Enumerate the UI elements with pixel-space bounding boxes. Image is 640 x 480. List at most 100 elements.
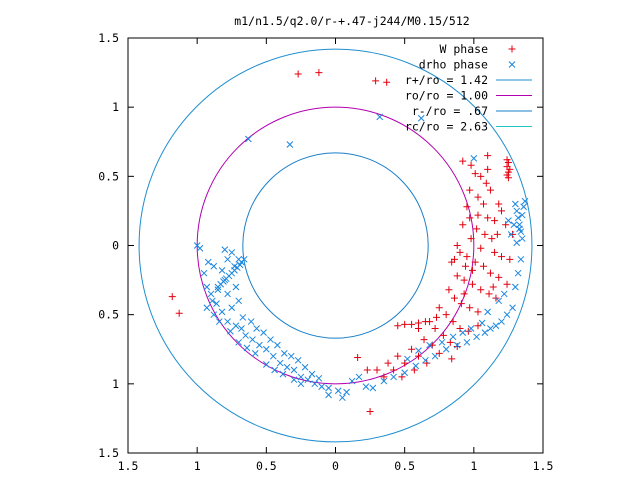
w-phase-point bbox=[432, 313, 440, 321]
drho-phase-point bbox=[218, 267, 226, 274]
w-phase-point bbox=[481, 230, 489, 238]
w-phase-point bbox=[363, 366, 371, 374]
w-phase-point bbox=[445, 286, 453, 294]
drho-phase-point bbox=[200, 269, 208, 277]
w-phase-point bbox=[457, 300, 465, 308]
w-phase-point bbox=[383, 78, 391, 86]
drho-phase-point bbox=[401, 369, 409, 377]
drho-phase-point bbox=[207, 290, 215, 298]
drho-phase-point bbox=[238, 325, 245, 332]
drho-phase-point bbox=[213, 300, 220, 307]
drho-phase-point bbox=[247, 318, 255, 325]
drho-phase-point bbox=[417, 114, 425, 122]
drho-phase-point bbox=[516, 225, 523, 233]
w-phase-point bbox=[486, 269, 494, 277]
w-phase-point bbox=[415, 319, 422, 327]
w-phase-point bbox=[493, 230, 501, 238]
drho-phase-point bbox=[334, 387, 342, 395]
drho-phase-point bbox=[481, 329, 489, 337]
w-phase-point bbox=[415, 352, 422, 360]
drho-phase-point bbox=[221, 246, 229, 254]
drho-phase-point bbox=[500, 290, 508, 298]
w-phase-point bbox=[466, 304, 474, 312]
legend-label: ro/ro = 1.00 bbox=[405, 89, 488, 103]
w-phase-point bbox=[467, 235, 475, 243]
y-tick-label: 1.5 bbox=[98, 31, 119, 45]
drho-phase-point bbox=[495, 297, 503, 305]
drho-phase-point bbox=[290, 376, 298, 384]
w-phase-point bbox=[484, 152, 492, 160]
w-phase-point bbox=[473, 225, 481, 233]
drho-phase-point bbox=[287, 352, 295, 360]
drho-phase-point bbox=[449, 333, 457, 341]
w-phase-point bbox=[463, 203, 471, 211]
w-phase-point bbox=[439, 331, 447, 339]
drho-phase-point bbox=[279, 370, 287, 378]
w-phase-point bbox=[484, 165, 492, 173]
w-phase-point bbox=[459, 221, 467, 229]
w-phase-point bbox=[450, 294, 458, 302]
w-phase-point bbox=[390, 366, 398, 374]
drho-phase-point bbox=[498, 318, 505, 325]
drho-phase-point bbox=[228, 249, 236, 256]
w-phase-point bbox=[466, 186, 474, 194]
drho-phase-point bbox=[297, 373, 305, 381]
w-phase-point bbox=[491, 248, 499, 256]
w-phase-point bbox=[460, 290, 468, 298]
w-phase-point bbox=[498, 253, 505, 261]
drho-phase-point bbox=[262, 361, 270, 368]
drho-phase-point bbox=[269, 352, 277, 360]
drho-phase-point bbox=[235, 297, 243, 305]
w-phase-point bbox=[372, 77, 380, 85]
drho-phase-point bbox=[376, 113, 384, 121]
drho-phase-point bbox=[513, 239, 521, 247]
drho-phase-point bbox=[290, 366, 298, 374]
drho-phase-point bbox=[209, 297, 216, 305]
drho-phase-point bbox=[514, 269, 522, 277]
y-tick-label: 1.5 bbox=[98, 446, 119, 460]
x-tick-label: 0.5 bbox=[394, 459, 415, 473]
drho-phase-point bbox=[343, 388, 350, 396]
x-tick-label: 1 bbox=[470, 459, 477, 473]
circle-r-ro-67 bbox=[242, 152, 429, 339]
w-phase-point bbox=[466, 214, 474, 222]
drho-phase-point bbox=[467, 325, 475, 332]
drho-phase-point bbox=[243, 344, 251, 352]
drho-phase-point bbox=[380, 377, 388, 385]
w-phase-point bbox=[408, 320, 416, 328]
w-phase-point bbox=[435, 349, 443, 357]
y-tick-label: 0 bbox=[112, 239, 119, 253]
drho-phase-point bbox=[470, 154, 478, 162]
drho-phase-point bbox=[253, 325, 261, 332]
w-phase-point bbox=[456, 325, 464, 332]
y-tick-label: 0.5 bbox=[98, 169, 119, 183]
drho-phase-point bbox=[514, 214, 522, 222]
drho-phase-point bbox=[232, 322, 240, 330]
w-phase-point bbox=[474, 308, 482, 316]
drho-phase-point bbox=[412, 362, 420, 370]
legend-label: r-/ro = .67 bbox=[412, 104, 488, 118]
drho-phase-point bbox=[520, 203, 527, 211]
w-phase-point bbox=[480, 200, 488, 208]
w-phase-point bbox=[471, 258, 479, 266]
x-tick-label: 0 bbox=[332, 459, 339, 473]
drho-phase-point bbox=[487, 325, 494, 332]
plot-frame bbox=[127, 37, 544, 454]
drho-phase-point bbox=[484, 308, 492, 316]
w-phase-point bbox=[467, 161, 475, 169]
w-phase-point bbox=[460, 276, 468, 284]
legend-marker-plus bbox=[508, 45, 516, 53]
w-phase-point bbox=[486, 186, 494, 194]
drho-phase-point bbox=[214, 286, 222, 294]
drho-phase-point bbox=[239, 314, 247, 321]
drho-phase-point bbox=[492, 322, 500, 330]
drho-phase-point bbox=[318, 383, 326, 390]
drho-phase-point bbox=[510, 221, 518, 229]
w-phase-point bbox=[394, 322, 402, 330]
w-phase-point bbox=[448, 355, 456, 363]
w-phase-point bbox=[459, 157, 467, 165]
w-phase-point bbox=[380, 373, 388, 381]
drho-phase-point bbox=[274, 341, 281, 349]
w-phase-point bbox=[366, 408, 374, 415]
